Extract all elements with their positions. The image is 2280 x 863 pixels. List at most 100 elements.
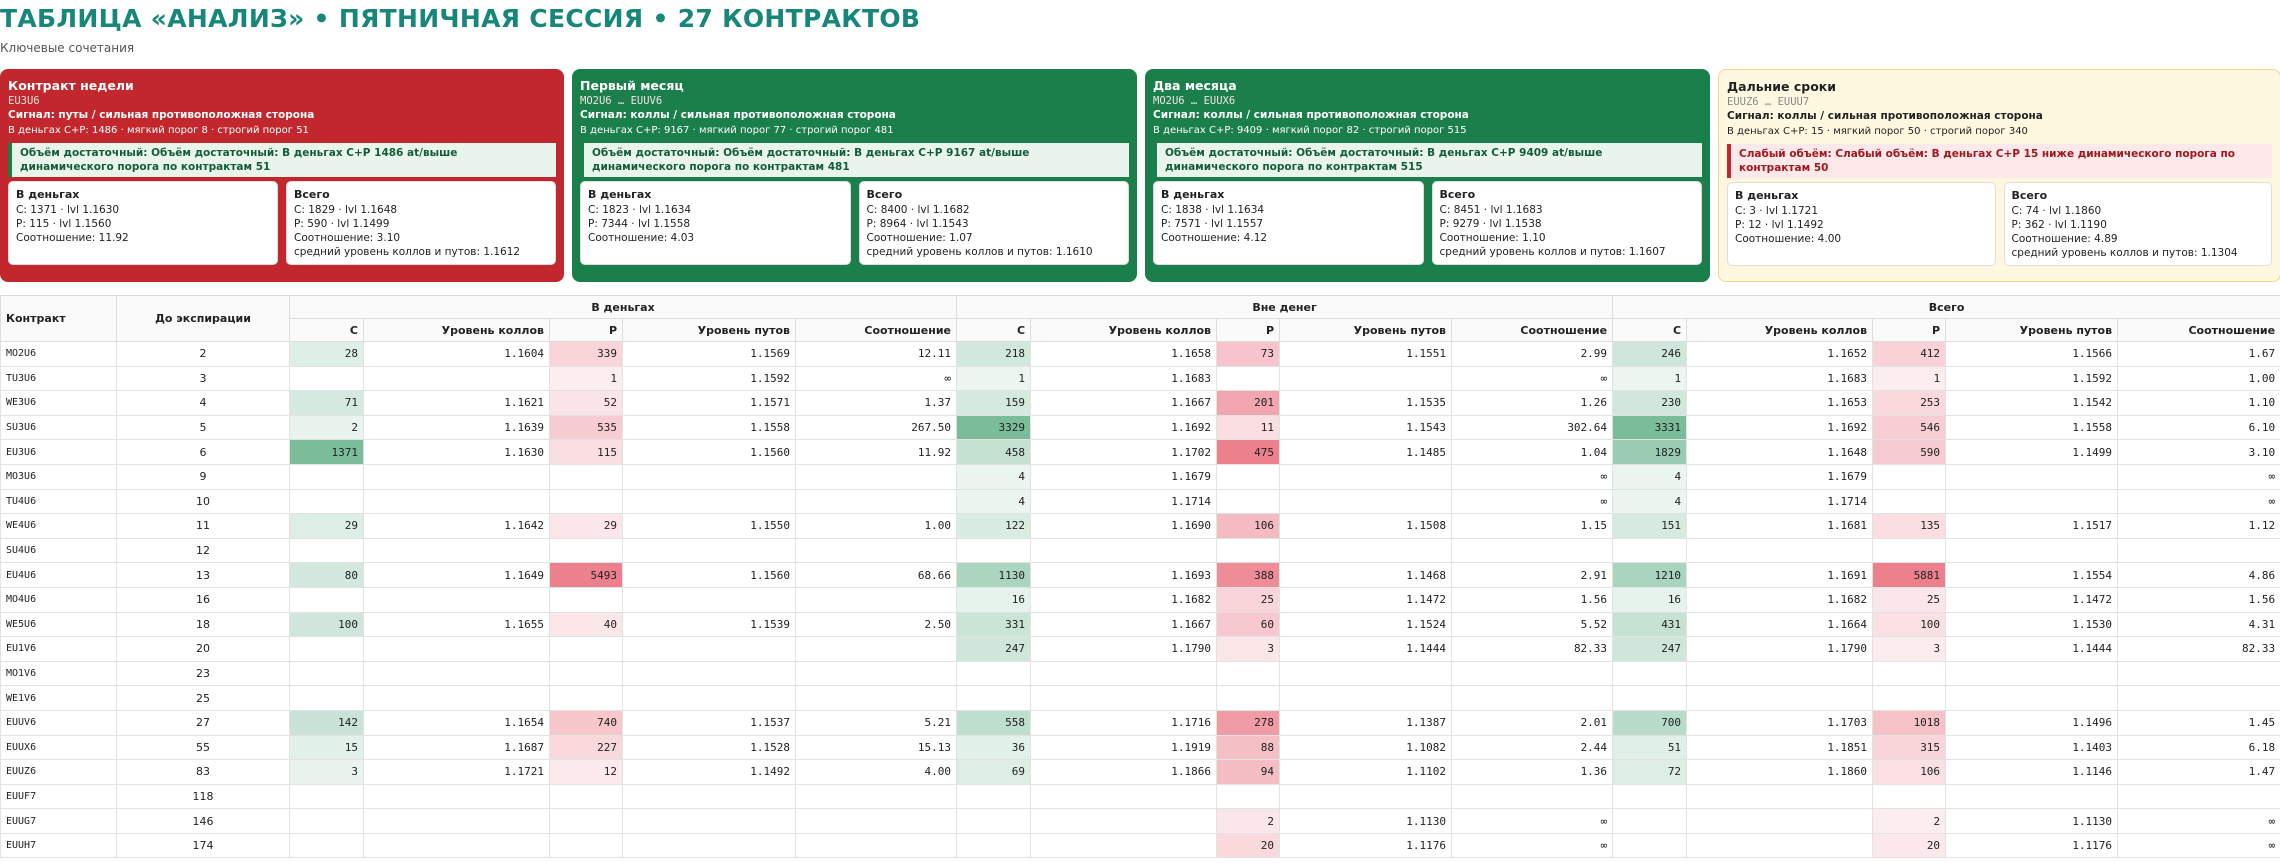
value-cell <box>363 463 550 490</box>
value-cell <box>1872 685 1947 711</box>
value-cell: 1.1721 <box>363 759 550 785</box>
value-cell: 1.1569 <box>622 341 796 367</box>
value-cell: 218 <box>956 341 1032 367</box>
value-cell <box>794 537 958 564</box>
card-signal: Сигнал: коллы / сильная противоположная … <box>1153 109 1469 121</box>
value-cell: 151 <box>1612 513 1688 539</box>
value-cell: 246 <box>1612 341 1688 367</box>
stat-line: средний уровень коллов и путов: 1.1607 <box>1439 246 1666 258</box>
value-cell: 40 <box>549 611 623 638</box>
value-cell <box>622 488 796 515</box>
value-cell: 1.00 <box>2117 365 2280 392</box>
table-row: TU3U6 3 1 1.1592 ∞ 1 1.1683 ∞ 1 1.1683 1 1.1592 1.00 <box>0 365 2280 392</box>
value-cell <box>1612 660 1688 687</box>
value-cell: 1.1554 <box>1945 562 2119 588</box>
card-alert: Объём достаточный: Объём достаточный: В … <box>8 143 556 177</box>
card-alert: Слабый объём: Слабый объём: В деньгах C+… <box>1727 144 2272 178</box>
value-cell: 52 <box>549 390 623 416</box>
page-title: ТАБЛИЦА «АНАЛИЗ» • ПЯТНИЧНАЯ СЕССИЯ • 27… <box>0 4 921 33</box>
stat-line: Соотношение: 3.10 <box>294 232 401 244</box>
value-cell: 2.44 <box>1451 734 1614 761</box>
value-cell: 12.11 <box>794 341 958 367</box>
value-cell: 4 <box>956 488 1032 515</box>
value-cell: 1 <box>1872 365 1947 392</box>
days-cell: 118 <box>116 783 290 810</box>
value-cell: ∞ <box>2117 832 2280 859</box>
value-cell: 100 <box>1872 611 1947 638</box>
value-cell: 227 <box>549 734 623 761</box>
days-cell: 5 <box>116 414 290 441</box>
contract-cell: EUUV6 <box>0 709 117 736</box>
value-cell: 1371 <box>289 439 364 465</box>
card-title: Два месяца <box>1153 78 1237 93</box>
value-cell: 1.37 <box>794 390 958 416</box>
value-cell <box>1612 832 1688 859</box>
stat-line: C: 3 · lvl 1.1721 <box>1735 205 1819 217</box>
value-cell <box>794 832 958 859</box>
value-cell: 25 <box>1872 586 1947 613</box>
summary-card: Дальние сроки EUUZ6 … EUUU7 Сигнал: коллы … <box>1718 69 2280 282</box>
value-cell <box>1030 808 1218 834</box>
value-cell: 388 <box>1216 562 1281 588</box>
stat-box-title: В деньгах <box>16 188 80 201</box>
value-cell: 1.1499 <box>1945 439 2119 465</box>
value-cell: 1.1387 <box>1279 709 1453 736</box>
value-cell: 1.1639 <box>363 414 550 441</box>
column-header: Уровень путов <box>1945 318 2119 342</box>
value-cell <box>622 783 796 810</box>
value-cell <box>1872 488 1947 515</box>
value-cell: 1.1551 <box>1279 341 1453 367</box>
value-cell <box>1686 660 1874 687</box>
card-signal: Сигнал: коллы / сильная противоположная … <box>580 109 896 121</box>
group-header: Всего <box>1612 295 2280 319</box>
value-cell: 1 <box>549 365 623 392</box>
value-cell <box>622 832 796 859</box>
value-cell <box>289 463 364 490</box>
value-cell: 4 <box>1612 463 1688 490</box>
stat-line: C: 1829 · lvl 1.1648 <box>294 204 398 216</box>
value-cell <box>1612 783 1688 810</box>
analysis-table: Контракт До экспирации В деньгах Вне денег В… <box>0 295 2280 859</box>
contract-cell: EUUG7 <box>0 808 117 834</box>
value-cell <box>289 685 364 711</box>
days-cell: 174 <box>116 832 290 859</box>
stat-line: P: 12 · lvl 1.1492 <box>1735 219 1824 231</box>
days-cell: 11 <box>116 513 290 539</box>
value-cell <box>622 537 796 564</box>
contract-cell: TU4U6 <box>0 488 117 515</box>
value-cell: 475 <box>1216 439 1281 465</box>
stat-line: средний уровень коллов и путов: 1.1612 <box>294 246 521 258</box>
value-cell: 1 <box>956 365 1032 392</box>
value-cell: 60 <box>1216 611 1281 638</box>
stat-box-title: В деньгах <box>588 188 652 201</box>
value-cell: 4.31 <box>2117 611 2280 638</box>
value-cell <box>1030 832 1218 859</box>
value-cell: 315 <box>1872 734 1947 761</box>
value-cell: 1.1860 <box>1686 759 1874 785</box>
value-cell: 1.1658 <box>1030 341 1218 367</box>
value-cell: 1.1642 <box>363 513 550 539</box>
value-cell <box>1451 685 1614 711</box>
value-cell <box>363 783 550 810</box>
value-cell: 11.92 <box>794 439 958 465</box>
value-cell: 1.1468 <box>1279 562 1453 588</box>
value-cell: 1.1682 <box>1686 586 1874 613</box>
value-cell <box>956 783 1032 810</box>
value-cell: 1.1543 <box>1279 414 1453 441</box>
value-cell <box>956 660 1032 687</box>
stat-line: C: 1838 · lvl 1.1634 <box>1161 204 1265 216</box>
value-cell <box>1216 685 1281 711</box>
value-cell <box>1945 660 2119 687</box>
value-cell: 1.1403 <box>1945 734 2119 761</box>
value-cell: 1.1444 <box>1945 636 2119 662</box>
value-cell: 1210 <box>1612 562 1688 588</box>
stat-box-title: Всего <box>1439 188 1476 201</box>
value-cell: 159 <box>956 390 1032 416</box>
value-cell: 3 <box>1872 636 1947 662</box>
value-cell <box>956 832 1032 859</box>
stat-line: средний уровень коллов и путов: 1.1610 <box>866 246 1093 258</box>
value-cell: 1.1667 <box>1030 611 1218 638</box>
value-cell <box>1612 537 1688 564</box>
value-cell: 82.33 <box>2117 636 2280 662</box>
value-cell: 71 <box>289 390 364 416</box>
